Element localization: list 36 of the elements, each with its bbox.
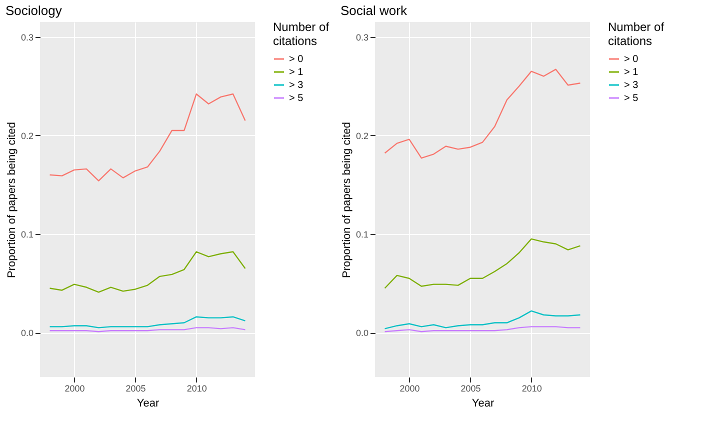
legend-label: > 1 <box>289 67 304 78</box>
chart-title: Social work <box>340 3 408 18</box>
legend-label: > 5 <box>289 93 304 104</box>
y-tick-label: 0.3 <box>20 32 34 42</box>
legend-label: > 0 <box>624 54 639 65</box>
legend-label: > 1 <box>624 67 639 78</box>
x-tick-label: 2010 <box>186 384 207 394</box>
y-tick-label: 0.0 <box>356 328 368 338</box>
legend-title: Number of citations <box>273 20 330 48</box>
legend-label: > 5 <box>624 93 639 104</box>
x-tick-label: 2005 <box>460 384 481 394</box>
legend-label: > 0 <box>289 54 304 65</box>
y-axis-title: Proportion of papers being cited <box>340 122 353 278</box>
line-series <box>384 68 581 159</box>
legend-label: > 3 <box>624 80 639 91</box>
x-tick-label: 2010 <box>522 384 542 394</box>
y-tick-label: 0.1 <box>20 230 34 240</box>
x-axis-title: Year <box>472 398 494 410</box>
y-tick-label: 0.3 <box>356 32 368 42</box>
y-tick-label: 0.2 <box>20 130 34 141</box>
x-tick-label: 2005 <box>126 384 146 394</box>
line-series <box>384 310 581 330</box>
line-series <box>384 238 581 289</box>
line-series <box>49 93 246 182</box>
y-axis-title: Proportion of papers being cited <box>6 122 18 278</box>
chart-title: Sociology <box>5 3 62 18</box>
line-series <box>49 251 246 293</box>
legend-label: > 3 <box>289 80 304 91</box>
legend-title: Number of citations <box>608 20 665 48</box>
line-series <box>49 316 246 328</box>
x-axis-title: Year <box>136 398 160 410</box>
x-tick-label: 2000 <box>64 384 85 394</box>
y-tick-label: 0.0 <box>20 328 34 338</box>
y-tick-label: 0.1 <box>356 230 368 240</box>
x-tick-label: 2000 <box>400 384 420 394</box>
y-tick-label: 0.2 <box>356 130 368 141</box>
